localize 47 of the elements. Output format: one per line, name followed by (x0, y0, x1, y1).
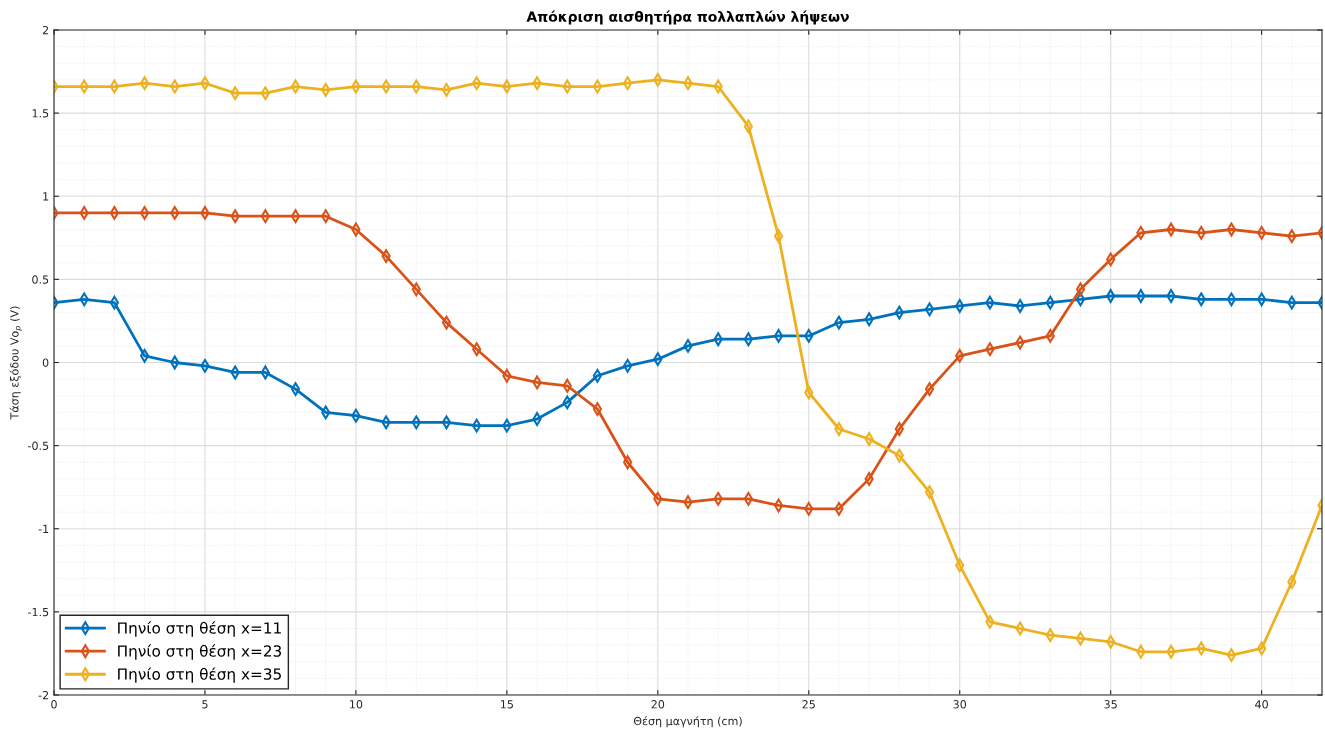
point (834, 422, 844, 436)
x-tick-label: 15 (501, 700, 513, 709)
point (532, 412, 542, 426)
point (592, 402, 602, 416)
point (894, 422, 904, 436)
chart-title: Απόκριση αισθητήρα πολλαπλών λήψεων (526, 10, 849, 25)
y-tick-label: -0.5 (28, 441, 49, 450)
x-tick-label: 30 (953, 700, 967, 709)
point (441, 82, 452, 97)
legend-label: Πηνίο στη θέση x=23 (118, 644, 282, 660)
point (290, 209, 301, 224)
point (290, 79, 301, 94)
x-tick-label: 35 (1104, 700, 1117, 709)
legend-label: Πηνίο στη θέση x=11 (118, 621, 281, 637)
y-tick-label: -1.5 (28, 608, 49, 617)
point (1015, 299, 1025, 313)
point (1075, 282, 1086, 297)
y-axis-title: Τάση εξόδου Vo$_{p}$ (V) (9, 306, 22, 420)
point (864, 432, 874, 446)
point (1075, 631, 1086, 646)
x-axis-title: Θέση μαγνήτη (cm) (633, 716, 742, 728)
y-tick-label: 2 (42, 25, 49, 35)
point (924, 302, 935, 317)
point (290, 382, 301, 397)
x-tick-label: 25 (802, 700, 815, 709)
point (1075, 292, 1086, 307)
point (1106, 289, 1116, 303)
y-tick-label: -2 (38, 690, 49, 700)
point (1166, 289, 1176, 303)
x-tick-label: 40 (1255, 700, 1268, 709)
point (1287, 575, 1297, 589)
point (924, 485, 935, 500)
point (924, 382, 935, 397)
y-tick-label: -1 (38, 524, 49, 533)
y-tick-label: 0.5 (32, 275, 49, 284)
y-tick-label: 1 (43, 192, 49, 201)
legend-label: Πηνίο στη θέση x=35 (118, 667, 281, 683)
x-tick-label: 0 (51, 700, 57, 709)
point (955, 299, 965, 313)
point (1136, 289, 1146, 303)
point (441, 415, 452, 430)
y-tick-label: 0 (42, 358, 49, 367)
x-tick-label: 10 (350, 700, 363, 709)
point (441, 315, 452, 330)
x-tick-label: 20 (651, 700, 665, 709)
y-tick-label: 1.5 (32, 109, 49, 118)
x-tick-label: 5 (202, 700, 208, 709)
